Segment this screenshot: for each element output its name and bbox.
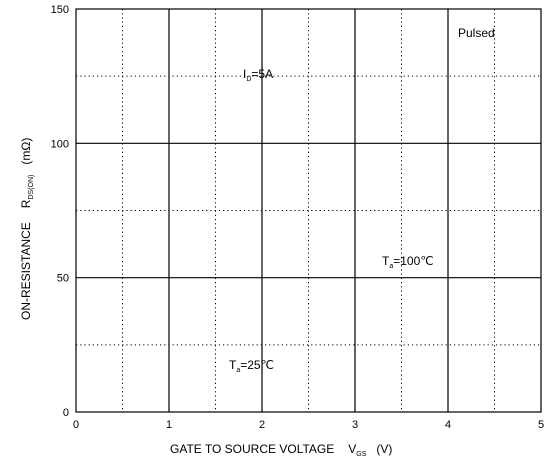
x-tick-label: 2 [259,419,265,431]
minor-grid [76,9,541,412]
annotation-temp-100: Ta=100℃ [382,254,434,270]
major-grid [76,9,541,412]
x-tick-label: 3 [352,419,358,431]
x-tick-labels: 0 1 2 3 4 5 [73,419,544,431]
y-tick-label: 100 [51,138,69,150]
plot-frame [75,8,542,413]
y-tick-label: 150 [51,4,69,16]
x-tick-label: 4 [445,419,451,431]
y-tick-label: 50 [57,273,69,285]
y-tick-labels: 0 50 100 150 [51,4,69,419]
annotation-pulsed: Pulsed [458,26,495,40]
y-tick-label: 0 [63,407,69,419]
x-tick-label: 0 [73,419,79,431]
y-axis-title: ON-RESISTANCERDS(ON)(mΩ) [19,138,35,320]
annotation-temp-25: Ta=25℃ [229,358,274,374]
x-tick-label: 5 [538,419,544,431]
x-axis-title: GATE TO SOURCE VOLTAGE VGS (V) [170,442,392,458]
annotation-drain-current: ID=5A [243,67,273,83]
x-tick-label: 1 [166,419,172,431]
